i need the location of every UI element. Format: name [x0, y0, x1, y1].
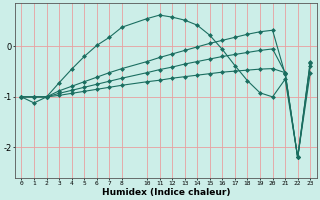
X-axis label: Humidex (Indice chaleur): Humidex (Indice chaleur) — [102, 188, 230, 197]
